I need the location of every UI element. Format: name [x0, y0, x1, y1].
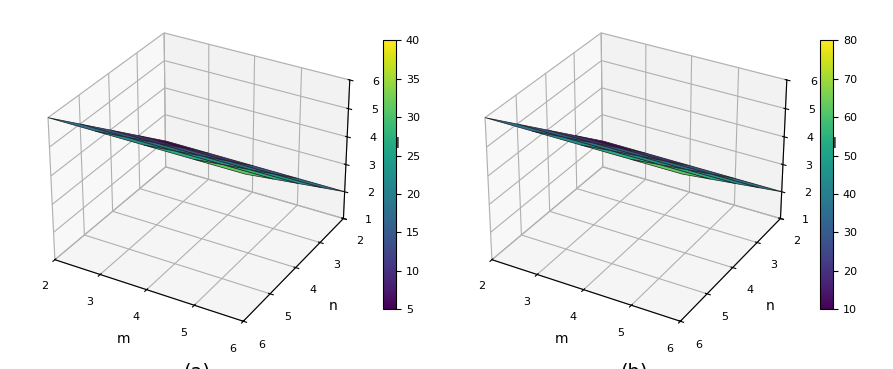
Y-axis label: n: n — [329, 300, 338, 314]
Text: (a): (a) — [184, 363, 211, 369]
Text: (b): (b) — [621, 363, 648, 369]
X-axis label: m: m — [117, 332, 130, 346]
X-axis label: m: m — [555, 332, 568, 346]
Y-axis label: n: n — [765, 300, 774, 314]
